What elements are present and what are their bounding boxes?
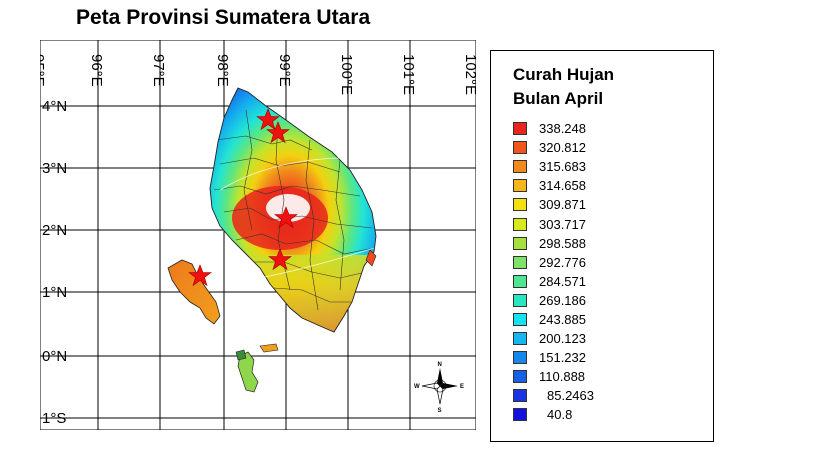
legend-item: 338.248	[513, 119, 637, 138]
station-star	[266, 121, 290, 144]
legend-swatch	[513, 293, 527, 307]
legend-item: 284.571	[513, 272, 637, 291]
legend-label: 314.658	[539, 178, 586, 194]
lon-label: 96°E	[88, 54, 105, 87]
lat-label: 0°N	[42, 348, 67, 365]
legend-title-line1: Curah Hujan	[513, 65, 615, 84]
legend-item: 110.888	[513, 367, 637, 386]
compass-e: E	[460, 384, 464, 390]
legend-label: 315.683	[539, 159, 586, 175]
legend-label: 200.123	[539, 331, 586, 347]
legend-label: 298.588	[539, 235, 586, 251]
legend-swatch	[513, 389, 527, 403]
legend-label: 320.812	[539, 140, 586, 156]
legend-swatch	[513, 122, 527, 136]
legend-label: 292.776	[539, 254, 586, 270]
legend-item: 292.776	[513, 253, 637, 272]
legend-swatch	[513, 217, 527, 231]
legend-item: 151.232	[513, 348, 637, 367]
lat-label: 1°N	[42, 284, 67, 301]
batu-islands	[237, 351, 259, 393]
lat-label: 4°N	[42, 98, 67, 115]
legend-item: 314.658	[513, 176, 637, 195]
station-star	[188, 264, 212, 287]
longitude-labels: 95°E 96°E 97°E 98°E 99°E 100°E 101°E 102…	[40, 54, 476, 95]
station-star	[268, 248, 292, 271]
lon-label: 97°E	[150, 54, 167, 87]
legend-label: 284.571	[539, 273, 586, 289]
lon-label: 100°E	[338, 54, 355, 95]
nias-island	[167, 259, 221, 325]
legend-item: 303.717	[513, 214, 637, 233]
compass-s: S	[438, 408, 442, 414]
legend-label: 303.717	[539, 216, 586, 232]
legend-title-line2: Bulan April	[513, 89, 604, 108]
legend-item: 298.588	[513, 234, 637, 253]
legend-label: 151.232	[539, 350, 586, 366]
legend-swatch	[513, 141, 527, 155]
legend-label: 309.871	[539, 197, 586, 213]
legend-swatch	[513, 408, 527, 422]
legend-label: 85.2463	[547, 388, 594, 404]
station-star	[256, 108, 280, 131]
lon-label: 101°E	[400, 54, 417, 95]
legend-label: 338.248	[539, 121, 586, 137]
legend-item: 243.885	[513, 310, 637, 329]
legend-item: 315.683	[513, 157, 637, 176]
legend-item: 40.8	[513, 405, 637, 424]
latitude-labels: 4°N 3°N 2°N 1°N 0°N 1°S	[42, 98, 67, 427]
lon-label: 102°E	[462, 54, 476, 95]
islet	[235, 349, 247, 361]
lat-label: 2°N	[42, 222, 67, 239]
legend-label: 110.888	[539, 369, 586, 385]
station-star	[274, 206, 298, 229]
legend-items: 338.248 320.812 315.683 314.658 309.871 303.7…	[513, 119, 637, 425]
lon-label: 98°E	[214, 54, 231, 87]
islet-2	[365, 249, 377, 267]
legend-item: 85.2463	[513, 386, 637, 405]
compass-n: N	[438, 362, 442, 368]
legend-item: 320.812	[513, 138, 637, 157]
compass-w: W	[414, 384, 420, 390]
legend: Curah Hujan Bulan April 338.248 320.812 31…	[490, 50, 714, 442]
legend-swatch	[513, 236, 527, 250]
legend-item: 269.186	[513, 291, 637, 310]
lon-label: 95°E	[40, 54, 47, 87]
province-mainland	[209, 87, 377, 333]
legend-swatch	[513, 179, 527, 193]
legend-swatch	[513, 332, 527, 346]
legend-swatch	[513, 255, 527, 269]
legend-swatch	[513, 312, 527, 326]
map-frame: 95°E 96°E 97°E 98°E 99°E 100°E 101°E 102…	[40, 40, 476, 430]
legend-swatch	[513, 198, 527, 212]
map-title: Peta Provinsi Sumatera Utara	[76, 6, 371, 29]
legend-swatch	[513, 274, 527, 288]
north-arrow-icon: N S E W	[414, 362, 464, 414]
station-markers	[188, 108, 298, 287]
legend-title: Curah Hujan Bulan April	[513, 63, 614, 111]
batu-island-small	[259, 343, 279, 353]
lat-label: 1°S	[42, 410, 66, 427]
legend-label: 243.885	[539, 311, 586, 327]
legend-swatch	[513, 351, 527, 365]
lat-label: 3°N	[42, 160, 67, 177]
legend-label: 269.186	[539, 292, 586, 308]
lon-label: 99°E	[276, 54, 293, 87]
legend-swatch	[513, 160, 527, 174]
legend-item: 200.123	[513, 329, 637, 348]
legend-label: 40.8	[547, 407, 573, 423]
legend-swatch	[513, 370, 527, 384]
legend-item: 309.871	[513, 195, 637, 214]
